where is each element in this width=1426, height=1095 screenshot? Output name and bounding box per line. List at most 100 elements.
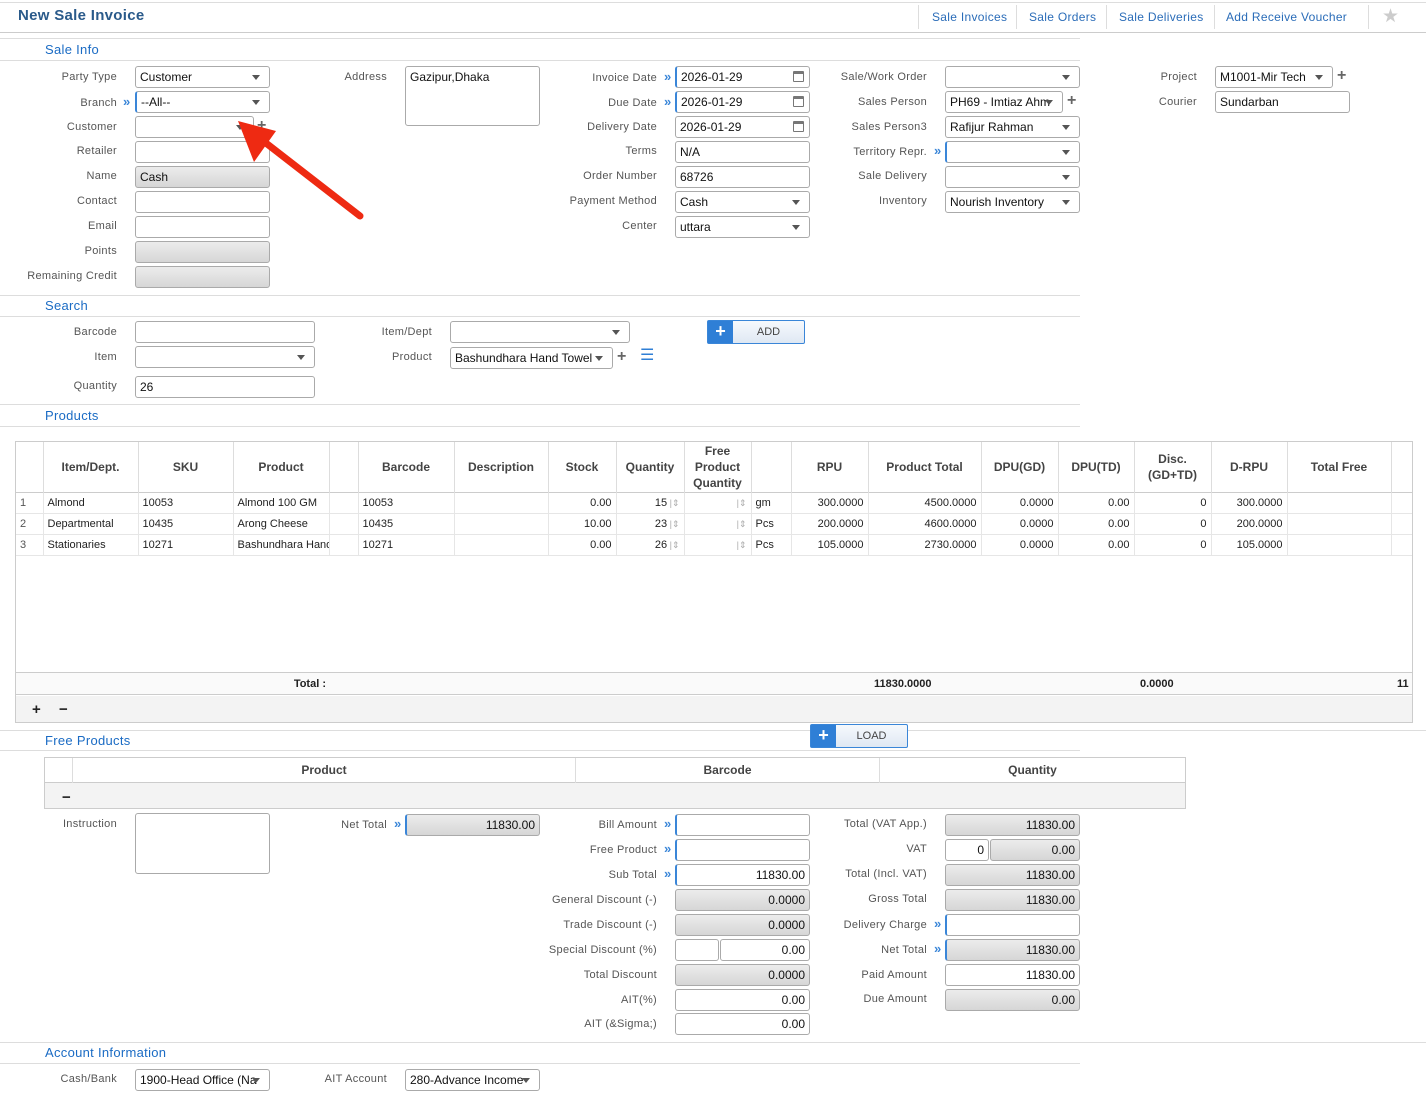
courier-input[interactable]: Sundarban	[1215, 91, 1350, 113]
table-cell[interactable]: 10271	[358, 534, 455, 556]
product-select[interactable]: Bashundhara Hand Towel	[450, 347, 613, 369]
sub-total-input[interactable]: 11830.00	[675, 864, 810, 886]
column-header[interactable]: Stock	[548, 442, 617, 492]
column-header[interactable]: Free Product Quantity	[684, 442, 752, 492]
terms-input[interactable]: N/A	[675, 141, 810, 163]
column-header[interactable]: Disc. (GD+TD)	[1134, 442, 1212, 492]
table-cell[interactable]: 0	[1134, 492, 1212, 514]
column-header[interactable]: Product Total	[868, 442, 982, 492]
bill-amount-input[interactable]	[675, 814, 810, 836]
column-header[interactable]: Barcode	[358, 442, 455, 492]
total-incl-vat-input[interactable]: 11830.00	[945, 864, 1080, 886]
table-cell[interactable]: 300.0000	[791, 492, 869, 514]
table-cell[interactable]: 10053	[138, 492, 234, 514]
table-cell[interactable]	[1287, 513, 1392, 535]
load-button[interactable]: + LOAD	[810, 724, 908, 748]
table-cell[interactable]: 26 |⇕	[616, 534, 685, 556]
points-input[interactable]	[135, 241, 270, 263]
table-cell[interactable]	[454, 492, 549, 514]
special-discount-percent-input[interactable]	[675, 939, 719, 961]
delivery-charge-input[interactable]	[945, 914, 1080, 936]
double-chevron-icon[interactable]: »	[394, 816, 402, 831]
double-chevron-icon[interactable]: »	[123, 94, 131, 109]
nav-sale-orders[interactable]: Sale Orders	[1029, 10, 1097, 24]
nav-sale-deliveries[interactable]: Sale Deliveries	[1119, 10, 1204, 24]
column-header[interactable]: RPU	[791, 442, 869, 492]
column-header[interactable]: Total Free	[1287, 442, 1392, 492]
add-project-plus-icon[interactable]: +	[1337, 67, 1347, 84]
total-vat-app-input[interactable]: 11830.00	[945, 814, 1080, 836]
table-cell[interactable]: Stationaries	[43, 534, 139, 556]
sales-person-select[interactable]: PH69 - Imtiaz Ahm	[945, 91, 1063, 113]
table-cell[interactable]: 0.0000	[981, 492, 1059, 514]
sales-person3-select[interactable]: Rafijur Rahman	[945, 116, 1080, 138]
name-input[interactable]: Cash	[135, 166, 270, 188]
net-total-input[interactable]: 11830.00	[945, 939, 1080, 961]
due-date-input[interactable]: 2026-01-29	[675, 91, 810, 113]
delivery-date-input[interactable]: 2026-01-29	[675, 116, 810, 138]
table-cell[interactable]: 0.00	[1058, 492, 1135, 514]
ait-sigma-input[interactable]: 0.00	[675, 1013, 810, 1035]
payment-method-select[interactable]: Cash	[675, 191, 810, 213]
instruction-textarea[interactable]	[135, 813, 270, 874]
column-header[interactable]: D-RPU	[1211, 442, 1288, 492]
territory-repr-select[interactable]	[945, 141, 1080, 163]
item-dept-select[interactable]	[450, 321, 630, 343]
invoice-date-input[interactable]: 2026-01-29	[675, 66, 810, 88]
column-header[interactable]: SKU	[138, 442, 234, 492]
table-cell[interactable]	[1391, 534, 1412, 556]
free-remove-row-button[interactable]: −	[62, 789, 71, 806]
add-customer-plus-icon[interactable]: +	[257, 117, 267, 134]
project-select[interactable]: M1001-Mir Tech	[1215, 66, 1333, 88]
table-cell[interactable]	[329, 492, 359, 514]
quantity-input[interactable]: 26	[135, 376, 315, 398]
net-total-left-input[interactable]: 11830.00	[405, 814, 540, 836]
total-discount-input[interactable]: 0.0000	[675, 964, 810, 986]
table-cell[interactable]: 200.0000	[791, 513, 869, 535]
column-header[interactable]: Product	[233, 442, 330, 492]
table-cell[interactable]: 1	[16, 492, 44, 514]
table-cell[interactable]: 4500.0000	[868, 492, 982, 514]
table-cell[interactable]: 2730.0000	[868, 534, 982, 556]
table-cell[interactable]: 2	[16, 513, 44, 535]
general-discount-input[interactable]: 0.0000	[675, 889, 810, 911]
spinner-icon[interactable]: |⇕	[667, 518, 680, 529]
table-cell[interactable]: Pcs	[751, 513, 792, 535]
nav-sale-invoices[interactable]: Sale Invoices	[932, 10, 1008, 24]
vat-amount-input[interactable]: 0.00	[990, 839, 1080, 861]
table-cell[interactable]: Almond	[43, 492, 139, 514]
table-cell[interactable]: 10.00	[548, 513, 617, 535]
spinner-icon[interactable]: |⇕	[736, 497, 747, 508]
table-cell[interactable]: |⇕	[684, 513, 752, 535]
ait-percent-input[interactable]: 0.00	[675, 989, 810, 1011]
table-cell[interactable]: |⇕	[684, 492, 752, 514]
star-icon[interactable]: ★	[1382, 6, 1400, 27]
inventory-select[interactable]: Nourish Inventory	[945, 191, 1080, 213]
table-cell[interactable]: 0.00	[548, 534, 617, 556]
column-header[interactable]	[751, 442, 792, 492]
table-cell[interactable]: 0	[1134, 513, 1212, 535]
spinner-icon[interactable]: |⇕	[667, 497, 680, 508]
remove-row-button[interactable]: −	[59, 701, 68, 718]
table-cell[interactable]: 4600.0000	[868, 513, 982, 535]
retailer-input[interactable]	[135, 141, 270, 163]
table-cell[interactable]: 105.0000	[1211, 534, 1288, 556]
customer-select[interactable]	[135, 116, 254, 138]
add-sales-person-plus-icon[interactable]: +	[1067, 92, 1077, 109]
table-cell[interactable]: 200.0000	[1211, 513, 1288, 535]
branch-select[interactable]: --All--	[135, 91, 270, 113]
special-discount-input[interactable]: 0.00	[720, 939, 810, 961]
calendar-icon[interactable]	[793, 96, 804, 107]
table-cell[interactable]	[1287, 534, 1392, 556]
table-cell[interactable]: 0	[1134, 534, 1212, 556]
table-cell[interactable]: 23 |⇕	[616, 513, 685, 535]
ait-account-select[interactable]: 280-Advance Income	[405, 1069, 540, 1091]
add-row-button[interactable]: +	[32, 701, 41, 718]
vat-percent-input[interactable]: 0	[945, 839, 989, 861]
table-cell[interactable]: 0.0000	[981, 534, 1059, 556]
sale-work-order-select[interactable]	[945, 66, 1080, 88]
paid-amount-input[interactable]: 11830.00	[945, 964, 1080, 986]
gross-total-input[interactable]: 11830.00	[945, 889, 1080, 911]
center-select[interactable]: uttara	[675, 216, 810, 238]
table-row[interactable]: 1 Almond 10053 Almond 100 GM 10053 0.00 15 |⇕ …	[16, 492, 1412, 514]
